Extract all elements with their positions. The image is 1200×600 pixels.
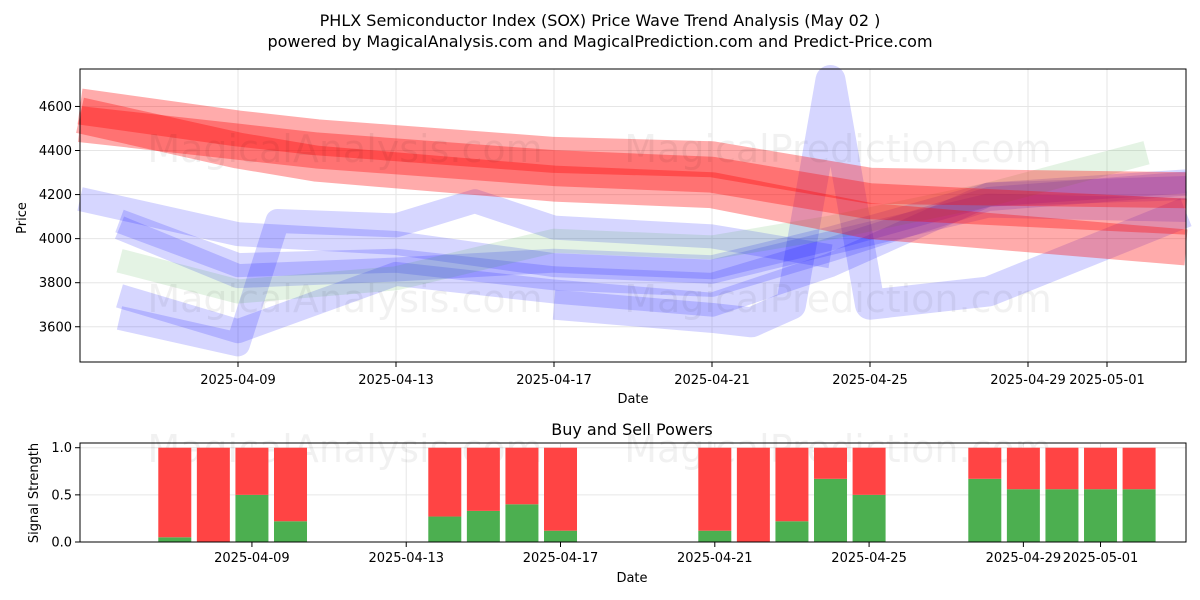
sell-bar xyxy=(196,447,230,542)
price-band-series xyxy=(116,176,1187,344)
signal-y-label: Signal Strength xyxy=(27,443,42,543)
price-band-series xyxy=(116,141,1150,304)
price-bands xyxy=(76,65,1192,357)
sell-bar xyxy=(428,447,462,517)
sell-bar xyxy=(736,447,770,542)
price-x-label: Date xyxy=(617,392,648,407)
price-y-tick-label: 3600 xyxy=(39,320,72,335)
signal-x-tick-label: 2025-04-13 xyxy=(368,551,444,566)
signal-x-ticks: 2025-04-09 2025-04-13 2025-04-17 2025-04-21… xyxy=(214,542,1138,566)
buy-bar xyxy=(158,537,192,542)
buy-bar xyxy=(968,478,1002,542)
price-x-tick-label: 2025-04-25 xyxy=(832,373,908,388)
sell-bar xyxy=(466,447,500,511)
signal-x-tick-label: 2025-04-25 xyxy=(831,551,907,566)
price-y-tick-label: 4200 xyxy=(39,188,72,203)
buy-bar xyxy=(1045,489,1079,542)
signal-x-tick-label: 2025-04-09 xyxy=(214,551,290,566)
signal-y-tick-label: 1.0 xyxy=(51,441,72,456)
buy-bar xyxy=(428,516,462,542)
signal-x-tick-label: 2025-04-21 xyxy=(677,551,753,566)
buy-bar xyxy=(1006,489,1040,542)
sell-bar xyxy=(1084,447,1118,490)
signal-x-tick-label: 2025-04-29 xyxy=(986,551,1062,566)
buy-bar xyxy=(775,521,809,542)
sell-bar xyxy=(235,447,269,495)
buy-bar xyxy=(544,530,578,542)
price-band-series xyxy=(77,88,1187,209)
buy-bar xyxy=(466,510,500,542)
price-band-series xyxy=(78,106,1187,235)
price-x-tick-label: 2025-04-29 xyxy=(990,373,1066,388)
price-band-series xyxy=(552,65,1192,338)
signal-y-tick-label: 0.0 xyxy=(51,536,72,551)
sell-bar xyxy=(968,447,1002,479)
buy-bar xyxy=(814,478,848,542)
price-band-series xyxy=(115,171,1187,297)
watermark-4: MagicalPrediction.com xyxy=(624,277,1052,321)
sell-bar xyxy=(852,447,886,495)
sell-bar xyxy=(1045,447,1079,490)
watermark-3: MagicalAnalysis.com xyxy=(147,277,542,321)
price-band-series xyxy=(114,169,1187,289)
sell-bar xyxy=(698,447,732,531)
sell-bar xyxy=(274,447,308,522)
sell-bar xyxy=(544,447,578,531)
price-band-series xyxy=(116,189,833,357)
buy-bar xyxy=(698,530,732,542)
watermark-1: MagicalAnalysis.com xyxy=(147,127,542,171)
sell-bar xyxy=(775,447,809,522)
sell-bar xyxy=(158,447,192,538)
buy-bar xyxy=(1084,489,1118,542)
price-y-tick-label: 4000 xyxy=(39,232,72,247)
signal-x-tick-label: 2025-04-17 xyxy=(523,551,599,566)
price-x-ticks: 2025-04-09 2025-04-13 2025-04-17 2025-04-21… xyxy=(200,362,1145,388)
sell-bar xyxy=(505,447,539,505)
price-band-series xyxy=(77,187,1187,284)
buy-bar xyxy=(235,494,269,542)
signal-plot-frame xyxy=(79,442,1187,543)
title-line-1: PHLX Semiconductor Index (SOX) Price Wav… xyxy=(320,11,881,30)
price-y-tick-label: 3800 xyxy=(39,276,72,291)
sell-bar xyxy=(1006,447,1040,490)
signal-bars xyxy=(158,447,1156,542)
sell-bar xyxy=(814,447,848,479)
price-x-tick-label: 2025-04-09 xyxy=(200,373,276,388)
signal-y-tick-label: 0.5 xyxy=(51,488,72,503)
price-y-tick-label: 4600 xyxy=(39,100,72,115)
price-x-tick-label: 2025-04-17 xyxy=(516,373,592,388)
signal-x-tick-label: 2025-05-01 xyxy=(1063,551,1139,566)
buy-bar xyxy=(274,521,308,542)
title-line-2: powered by MagicalAnalysis.com and Magic… xyxy=(267,32,932,51)
price-chart: MagicalAnalysis.com MagicalPrediction.co… xyxy=(15,65,1192,407)
watermark-2: MagicalPrediction.com xyxy=(624,127,1052,171)
signal-y-ticks: 0.0 0.5 1.0 xyxy=(51,441,80,551)
price-x-tick-label: 2025-04-13 xyxy=(358,373,434,388)
price-y-ticks: 3600 3800 4000 4200 4400 4600 xyxy=(39,100,80,335)
buy-bar xyxy=(1122,489,1156,542)
sell-bar xyxy=(1122,447,1156,490)
price-y-tick-label: 4400 xyxy=(39,144,72,159)
price-x-tick-label: 2025-04-21 xyxy=(674,373,750,388)
price-grid xyxy=(80,69,1186,362)
price-x-tick-label: 2025-05-01 xyxy=(1069,373,1145,388)
price-y-label: Price xyxy=(15,202,30,234)
buy-bar xyxy=(852,494,886,542)
signal-x-label: Date xyxy=(616,571,647,586)
price-band-series xyxy=(76,97,1188,266)
signal-chart-title: Buy and Sell Powers xyxy=(551,420,713,439)
buy-bar xyxy=(505,504,539,542)
signal-chart: Buy and Sell Powers MagicalAnalysis.com … xyxy=(27,420,1187,586)
price-plot-frame xyxy=(79,68,1187,363)
